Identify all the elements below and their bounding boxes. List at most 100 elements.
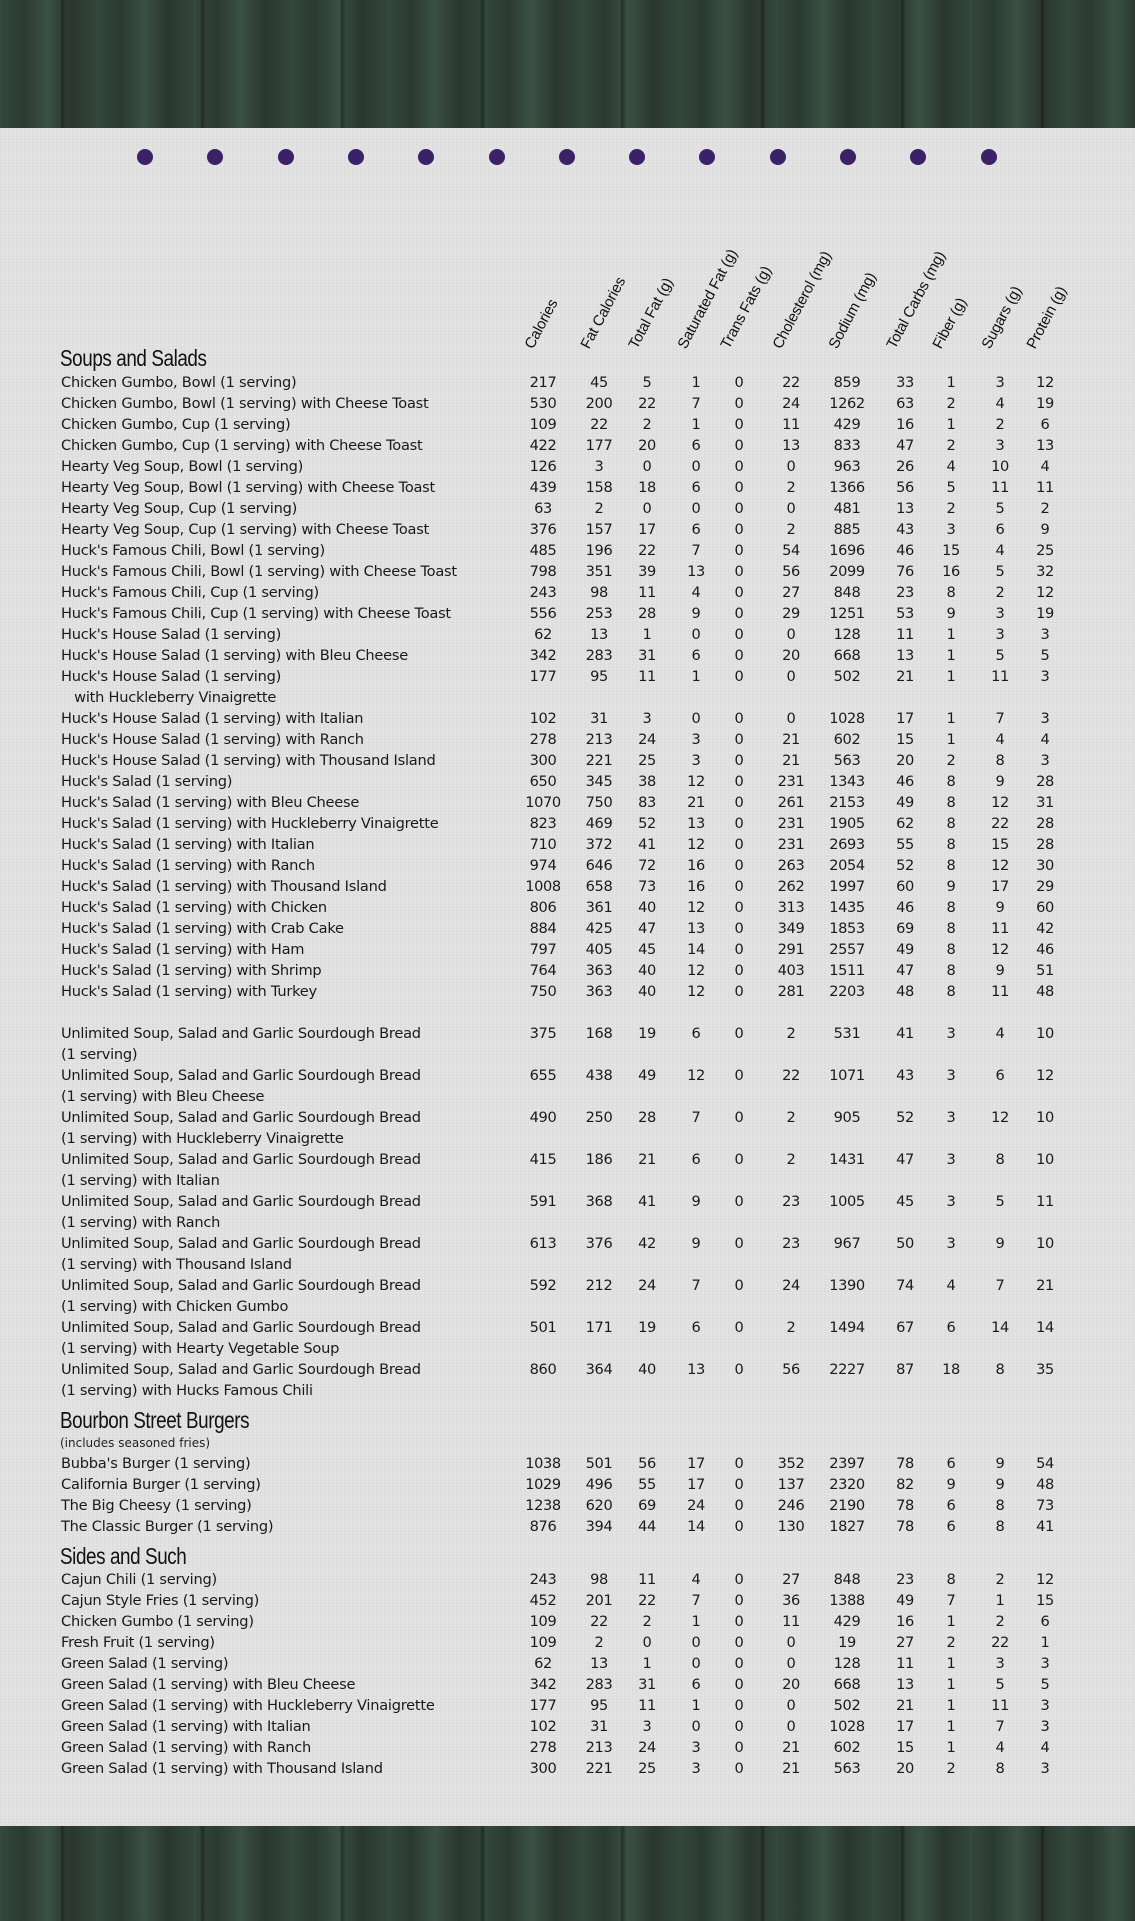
cell-value: 196 bbox=[585, 542, 613, 559]
cell-value: 0 bbox=[734, 710, 744, 727]
cell-value: 24 bbox=[687, 1497, 705, 1514]
dot-icon bbox=[418, 149, 435, 165]
item-name: Green Salad (1 serving) with Huckleberry… bbox=[61, 1697, 435, 1714]
cell-value: 128 bbox=[833, 1655, 861, 1672]
cell-value: 963 bbox=[833, 458, 861, 475]
dot-icon bbox=[910, 149, 927, 165]
dot-icon bbox=[769, 149, 786, 165]
cell-value: 2 bbox=[995, 584, 1005, 601]
cell-value: 21 bbox=[638, 1151, 656, 1168]
cell-value: 20 bbox=[896, 752, 914, 769]
item-name: Huck's Famous Chili, Bowl (1 serving) bbox=[61, 542, 325, 559]
cell-value: 2203 bbox=[829, 983, 865, 1000]
table-row: Unlimited Soup, Salad and Garlic Sourdou… bbox=[0, 1023, 1135, 1065]
cell-value: 1 bbox=[946, 626, 956, 643]
cell-value: 372 bbox=[585, 836, 613, 853]
cell-value: 0 bbox=[734, 1025, 744, 1042]
item-name: Huck's Salad (1 serving) with Thousand I… bbox=[61, 878, 387, 895]
cell-value: 0 bbox=[734, 1634, 744, 1651]
cell-value: 171 bbox=[585, 1319, 613, 1336]
table-row: Huck's Salad (1 serving) with Ranch 974 64… bbox=[0, 855, 1135, 876]
cell-value: 0 bbox=[734, 836, 744, 853]
cell-value: 62 bbox=[534, 626, 552, 643]
item-name: Hearty Veg Soup, Cup (1 serving) with Ch… bbox=[61, 521, 430, 538]
table-row: Unlimited Soup, Salad and Garlic Sourdou… bbox=[0, 1191, 1135, 1233]
cell-value: 2 bbox=[786, 479, 796, 496]
cell-value: 177 bbox=[529, 1697, 557, 1714]
table-row: Huck's Salad (1 serving) with Huckleberr… bbox=[0, 813, 1135, 834]
cell-value: 3 bbox=[995, 437, 1005, 454]
cell-value: 11 bbox=[638, 668, 656, 685]
cell-value: 823 bbox=[529, 815, 557, 832]
cell-value: 14 bbox=[991, 1319, 1009, 1336]
cell-value: 8 bbox=[995, 1760, 1005, 1777]
cell-value: 25 bbox=[1036, 542, 1054, 559]
cell-value: 12 bbox=[687, 773, 705, 790]
cell-value: 40 bbox=[638, 962, 656, 979]
cell-value: 69 bbox=[638, 1497, 656, 1514]
cell-value: 8 bbox=[946, 962, 956, 979]
table-row: Chicken Gumbo, Bowl (1 serving) 217 45 5 1 0 2… bbox=[0, 372, 1135, 393]
cell-value: 2 bbox=[642, 416, 652, 433]
table-row: Fresh Fruit (1 serving) 109 2 0 0 0 0 19 27 2 22 1 bbox=[0, 1632, 1135, 1653]
cell-value: 439 bbox=[529, 479, 557, 496]
cell-value: 19 bbox=[638, 1025, 656, 1042]
cell-value: 221 bbox=[585, 1760, 613, 1777]
item-name: Huck's House Salad (1 serving) with Huck… bbox=[61, 668, 282, 706]
cell-value: 52 bbox=[896, 1109, 914, 1126]
table-row: Green Salad (1 serving) 62 13 1 0 0 0 128 11 1 3 3 bbox=[0, 1653, 1135, 1674]
cell-value: 4 bbox=[1040, 731, 1050, 748]
cell-value: 6 bbox=[691, 479, 701, 496]
cell-value: 1 bbox=[1040, 1634, 1050, 1651]
cell-value: 833 bbox=[833, 437, 861, 454]
cell-value: 364 bbox=[585, 1361, 613, 1378]
cell-value: 3 bbox=[995, 1655, 1005, 1672]
cell-value: 109 bbox=[529, 1634, 557, 1651]
cell-value: 22 bbox=[638, 1592, 656, 1609]
item-name: Green Salad (1 serving) with Bleu Cheese bbox=[61, 1676, 356, 1693]
cell-value: 13 bbox=[687, 920, 705, 937]
cell-value: 13 bbox=[590, 626, 608, 643]
cell-value: 1 bbox=[642, 626, 652, 643]
cell-value: 17 bbox=[991, 878, 1009, 895]
cell-value: 10 bbox=[1036, 1109, 1054, 1126]
cell-value: 3 bbox=[691, 1739, 701, 1756]
table-row: Chicken Gumbo, Cup (1 serving) with Chee… bbox=[0, 435, 1135, 456]
cell-value: 22 bbox=[782, 1067, 800, 1084]
cell-value: 41 bbox=[896, 1025, 914, 1042]
cell-value: 485 bbox=[529, 542, 557, 559]
cell-value: 48 bbox=[1036, 1476, 1054, 1493]
cell-value: 45 bbox=[590, 374, 608, 391]
cell-value: 12 bbox=[1036, 374, 1054, 391]
item-name: California Burger (1 serving) bbox=[61, 1476, 261, 1493]
menu-section: Bourbon Street Burgers (includes seasoned… bbox=[0, 1407, 1135, 1537]
cell-value: 221 bbox=[585, 752, 613, 769]
cell-value: 8 bbox=[946, 983, 956, 1000]
cell-value: 15 bbox=[896, 1739, 914, 1756]
cell-value: 213 bbox=[585, 731, 613, 748]
table-row: Huck's Famous Chili, Bowl (1 serving) wi… bbox=[0, 561, 1135, 582]
cell-value: 10 bbox=[1036, 1235, 1054, 1252]
cell-value: 98 bbox=[590, 1571, 608, 1588]
cell-value: 20 bbox=[896, 1760, 914, 1777]
cell-value: 62 bbox=[534, 1655, 552, 1672]
cell-value: 17 bbox=[896, 1718, 914, 1735]
cell-value: 13 bbox=[687, 563, 705, 580]
cell-value: 905 bbox=[833, 1109, 861, 1126]
cell-value: 5 bbox=[995, 1193, 1005, 1210]
cell-value: 2 bbox=[995, 416, 1005, 433]
cell-value: 0 bbox=[734, 1592, 744, 1609]
item-name: The Classic Burger (1 serving) bbox=[61, 1518, 274, 1535]
cell-value: 4 bbox=[995, 395, 1005, 412]
cell-value: 1 bbox=[642, 1655, 652, 1672]
cell-value: 798 bbox=[529, 563, 557, 580]
item-name: Huck's Salad (1 serving) bbox=[61, 773, 233, 790]
cell-value: 1431 bbox=[829, 1151, 865, 1168]
cell-value: 1 bbox=[946, 1676, 956, 1693]
table-row: Huck's Salad (1 serving) with Italian 710… bbox=[0, 834, 1135, 855]
cell-value: 47 bbox=[896, 962, 914, 979]
cell-value: 9 bbox=[946, 605, 956, 622]
cell-value: 6 bbox=[691, 521, 701, 538]
cell-value: 19 bbox=[838, 1634, 856, 1651]
cell-value: 0 bbox=[734, 416, 744, 433]
